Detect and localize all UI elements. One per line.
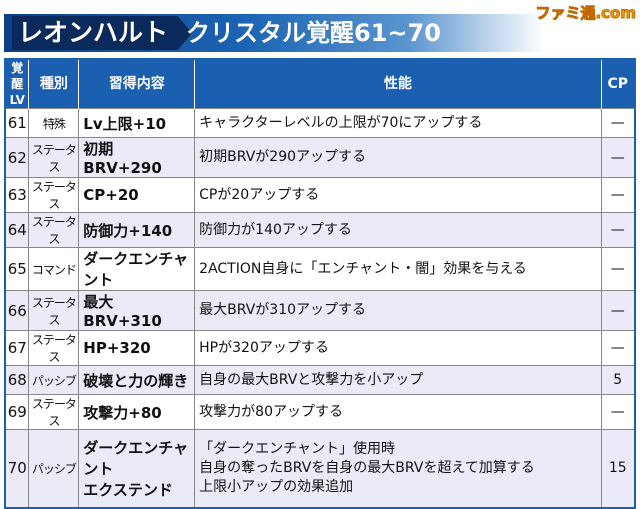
- table-row: 66 ステータス 最大BRV+310 最大BRVが310アップする —: [4, 290, 636, 331]
- table-row: 63 ステータス CP+20 CPが20アップする —: [4, 177, 636, 213]
- cell-lv: 62: [4, 137, 30, 178]
- cell-kind: ステータス: [28, 290, 80, 331]
- cell-effect: 攻撃力が80アップする: [194, 394, 602, 430]
- cell-effect: 初期BRVが290アップする: [194, 137, 602, 178]
- cell-effect: 防御力が140アップする: [194, 212, 602, 248]
- cell-effect: 2ACTION自身に「エンチャント・闇」効果を与える: [194, 247, 602, 291]
- cell-effect: 「ダークエンチャント」使用時 自身の奪ったBRVを自身の最大BRVを超えて加算す…: [194, 429, 602, 508]
- cell-skill: 破壊と力の輝き: [78, 365, 196, 395]
- table-row: 69 ステータス 攻撃力+80 攻撃力が80アップする —: [4, 394, 636, 430]
- cell-effect: 最大BRVが310アップする: [194, 290, 602, 331]
- table-row: 64 ステータス 防御力+140 防御力が140アップする —: [4, 212, 636, 248]
- cell-cp: —: [600, 137, 636, 178]
- cell-kind: コマンド: [28, 247, 80, 291]
- col-kind: 種別: [28, 59, 79, 109]
- cell-skill: 初期BRV+290: [78, 137, 196, 178]
- cell-effect: 自身の最大BRVと攻撃力を小アップ: [194, 365, 602, 395]
- cell-kind: パッシブ: [28, 365, 80, 395]
- cell-cp: 5: [600, 365, 636, 395]
- cell-effect: キャラクターレベルの上限が70にアップする: [194, 108, 602, 138]
- cell-kind: ステータス: [28, 394, 80, 430]
- table-row: 62 ステータス 初期BRV+290 初期BRVが290アップする —: [4, 137, 636, 178]
- cell-skill: ダークエンチャント エクステンド: [78, 429, 196, 508]
- cell-cp: 15: [600, 429, 636, 508]
- cell-cp: —: [600, 290, 636, 331]
- cell-skill: Lv上限+10: [78, 108, 196, 138]
- cell-lv: 65: [4, 247, 30, 291]
- cell-kind: ステータス: [28, 212, 80, 248]
- cell-skill: 防御力+140: [78, 212, 196, 248]
- table-row: 65 コマンド ダークエンチャント 2ACTION自身に「エンチャント・闇」効果を与え…: [4, 247, 636, 291]
- cell-cp: —: [600, 177, 636, 213]
- table-row: 61 特殊 Lv上限+10 キャラクターレベルの上限が70にアップする —: [4, 108, 636, 138]
- col-skill: 習得内容: [78, 59, 195, 109]
- cell-lv: 69: [4, 394, 30, 430]
- awakening-table: 覚醒LV 種別 習得内容 性能 CP 61 特殊 Lv上限+10 キャラクターレベルの…: [4, 58, 636, 509]
- col-effect: 性能: [194, 59, 602, 109]
- cell-lv: 68: [4, 365, 30, 395]
- table-row: 67 ステータス HP+320 HPが320アップする —: [4, 330, 636, 366]
- cell-kind: ステータス: [28, 137, 80, 178]
- cell-lv: 63: [4, 177, 30, 213]
- cell-cp: —: [600, 247, 636, 291]
- cell-cp: —: [600, 330, 636, 366]
- cell-kind: パッシブ: [28, 429, 80, 508]
- cell-cp: —: [600, 394, 636, 430]
- cell-lv: 67: [4, 330, 30, 366]
- cell-kind: ステータス: [28, 330, 80, 366]
- cell-skill: CP+20: [78, 177, 196, 213]
- site-logo: ファミ通.com: [535, 4, 637, 23]
- page-title: クリスタル覚醒61~70: [186, 19, 441, 47]
- cell-kind: ステータス: [28, 177, 80, 213]
- cell-skill: ダークエンチャント: [78, 247, 196, 291]
- cell-cp: —: [600, 212, 636, 248]
- cell-lv: 64: [4, 212, 30, 248]
- table-row: 70 パッシブ ダークエンチャント エクステンド 「ダークエンチャント」使用時 自身の…: [4, 429, 636, 508]
- table-row: 68 パッシブ 破壊と力の輝き 自身の最大BRVと攻撃力を小アップ 5: [4, 365, 636, 395]
- col-cp: CP: [600, 59, 635, 109]
- cell-lv: 66: [4, 290, 30, 331]
- cell-kind: 特殊: [28, 108, 80, 138]
- cell-skill: 攻撃力+80: [78, 394, 196, 430]
- cell-effect: CPが20アップする: [194, 177, 602, 213]
- cell-skill: HP+320: [78, 330, 196, 366]
- character-name: レオンハルト: [12, 16, 193, 50]
- cell-lv: 70: [4, 429, 30, 508]
- cell-effect: HPが320アップする: [194, 330, 602, 366]
- table-header: 覚醒LV 種別 習得内容 性能 CP: [5, 59, 635, 109]
- cell-cp: —: [600, 108, 636, 138]
- cell-skill: 最大BRV+310: [78, 290, 196, 331]
- col-lv: 覚醒LV: [5, 59, 29, 109]
- cell-lv: 61: [4, 108, 30, 138]
